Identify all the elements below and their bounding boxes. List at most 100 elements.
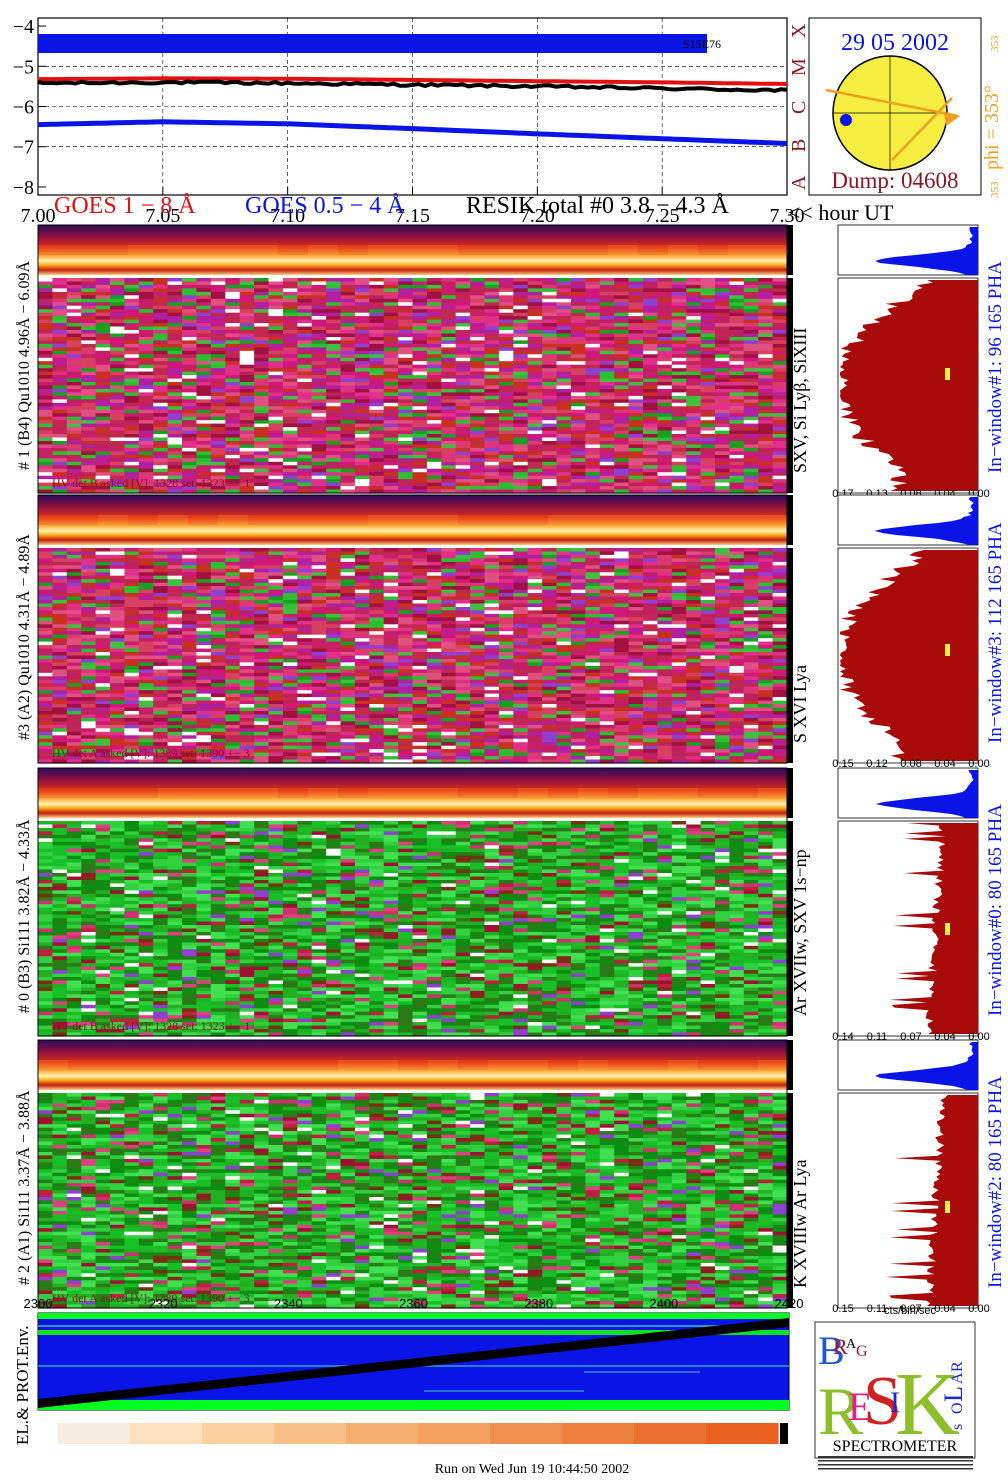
heatmap-cell	[225, 319, 241, 324]
heatmap-cell	[254, 641, 270, 646]
heatmap-cell	[110, 347, 125, 352]
heatmap-cell	[715, 561, 730, 566]
heatmap-cell	[527, 586, 543, 591]
heatmap-cell	[369, 638, 385, 643]
heatmap-cell	[657, 624, 673, 629]
heatmap-cell	[628, 589, 644, 594]
heatmap-cell	[210, 385, 226, 390]
heatmap-cell	[599, 486, 615, 491]
heatmap-cell	[369, 375, 385, 380]
heatmap-cell	[657, 472, 673, 477]
heatmap-cell	[38, 603, 53, 608]
heatmap-cell	[52, 572, 68, 577]
heatmap-cell	[38, 399, 53, 404]
heatmap-cell	[225, 434, 241, 439]
heatmap-cell	[282, 613, 298, 618]
heatmap-cell	[239, 589, 255, 594]
heatmap-cell	[470, 561, 486, 566]
heatmap-cell	[441, 389, 457, 394]
heatmap-cell	[470, 447, 486, 452]
heatmap-cell	[124, 423, 140, 428]
heatmap-cell	[66, 337, 82, 342]
heatmap-cell	[110, 593, 125, 598]
heatmap-cell	[326, 610, 342, 615]
heatmap-cell	[700, 423, 716, 428]
heatmap-cell	[570, 579, 586, 584]
heatmap-cell	[196, 364, 212, 369]
heatmap-cell	[700, 472, 716, 477]
heatmap-cell	[570, 427, 586, 432]
heatmap-cell	[326, 572, 342, 577]
heatmap-cell	[110, 326, 125, 331]
heatmap-cell	[729, 378, 745, 383]
heatmap-cell	[614, 444, 630, 449]
heatmap-cell	[95, 284, 111, 289]
heatmap-cell	[585, 357, 601, 362]
heatmap-cell	[369, 316, 385, 321]
heatmap-cell	[686, 416, 702, 421]
heatmap-cell	[657, 596, 673, 601]
heatmap-cell	[570, 333, 586, 338]
heatmap-cell	[542, 641, 558, 646]
heatmap-cell	[124, 413, 140, 418]
heatmap-cell	[182, 603, 197, 608]
heatmap-cell	[297, 489, 313, 494]
heatmap-cell	[643, 444, 658, 449]
heatmap-cell	[614, 316, 630, 321]
hv-status: HV det B asked [V]: 1328 set: 1323 +− 1	[52, 476, 250, 490]
heatmap-cell	[369, 302, 385, 307]
heatmap-cell	[671, 593, 687, 598]
heatmap-cell	[398, 586, 414, 591]
heatmap-cell	[326, 468, 342, 473]
heatmap-cell	[686, 323, 702, 328]
heatmap-cell	[743, 589, 759, 594]
heatmap-cell	[354, 406, 370, 411]
heatmap-cell	[124, 465, 140, 470]
heatmap-cell	[426, 620, 442, 625]
heatmap-cell	[81, 399, 97, 404]
heatmap-cell	[758, 589, 774, 594]
heatmap-cell	[182, 596, 197, 601]
heatmap-cell	[254, 420, 270, 425]
heatmap-cell	[729, 392, 745, 397]
heatmap-cell	[628, 638, 644, 643]
heatmap-cell	[686, 458, 702, 463]
heatmap-cell	[268, 482, 284, 487]
heatmap-cell	[441, 634, 457, 639]
heatmap-cell	[599, 281, 615, 286]
heatmap-cell	[441, 399, 457, 404]
heatmap-cell	[311, 600, 327, 605]
heatmap-cell	[484, 430, 500, 435]
heatmap-cell	[671, 382, 687, 387]
heatmap-cell	[772, 572, 788, 577]
heatmap-cell	[484, 302, 500, 307]
heatmap-cell	[470, 340, 486, 345]
heatmap-cell	[282, 461, 298, 466]
heatmap-cell	[95, 434, 111, 439]
heatmap-cell	[671, 406, 687, 411]
heatmap-cell	[398, 427, 414, 432]
heatmap-cell	[455, 582, 471, 587]
heatmap-cell	[772, 586, 788, 591]
heatmap-cell	[196, 378, 212, 383]
heatmap-cell	[671, 416, 687, 421]
heatmap-cell	[426, 607, 442, 612]
heatmap-cell	[167, 579, 183, 584]
heatmap-cell	[772, 354, 788, 359]
heatmap-cell	[196, 357, 212, 362]
arrow-head-icon	[944, 112, 960, 126]
heatmap-cell	[700, 375, 716, 380]
heatmap-cell	[743, 347, 759, 352]
heatmap-cell	[455, 475, 471, 480]
heatmap-cell	[758, 444, 774, 449]
heatmap-cell	[196, 302, 212, 307]
heatmap-cell	[110, 582, 125, 587]
heatmap-cell	[196, 416, 212, 421]
heatmap-cell	[758, 340, 774, 345]
heatmap-cell	[383, 319, 399, 324]
heatmap-cell	[225, 479, 241, 484]
heatmap-cell	[153, 568, 169, 573]
strip-cell	[518, 245, 548, 255]
heatmap-cell	[383, 558, 399, 563]
heatmap-cell	[570, 416, 586, 421]
